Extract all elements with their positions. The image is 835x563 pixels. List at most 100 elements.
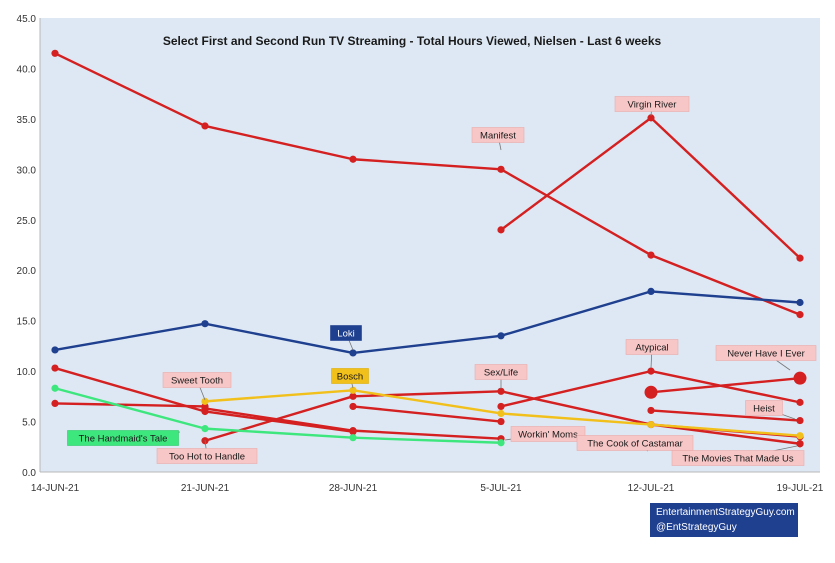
callout-text: The Cook of Castamar: [587, 439, 683, 450]
series-line: [352, 405, 502, 423]
callout-box: [162, 372, 232, 388]
callout-atypical: Atypical: [625, 339, 679, 369]
data-point: [51, 399, 59, 407]
data-point: [796, 432, 804, 440]
series-virgin-river: [497, 114, 804, 262]
data-point: [349, 392, 357, 400]
callout-manifest: Manifest: [471, 127, 525, 151]
data-point: [647, 367, 655, 375]
callout-text: The Movies That Made Us: [682, 454, 793, 465]
callout-box: [474, 364, 528, 380]
data-point: [644, 385, 658, 399]
data-point: [497, 387, 505, 395]
callout-sex-life: Sex/Life: [474, 364, 528, 389]
data-point: [796, 398, 804, 406]
y-tick-label: 10.0: [17, 367, 37, 378]
series-line: [650, 409, 801, 422]
callout-too-hot-to-handle: Too Hot to Handle: [156, 439, 258, 464]
x-axis: 14-JUN-21 21-JUN-21 28-JUN-21 5-JUL-21 12-JU…: [31, 471, 824, 494]
callout-text: Bosch: [337, 372, 363, 383]
data-point: [796, 311, 804, 319]
callout-box: [156, 448, 258, 464]
data-point: [349, 428, 357, 436]
callout-box: [625, 339, 679, 355]
data-point: [647, 251, 655, 259]
y-tick-label: 35.0: [17, 115, 37, 126]
series-manifest: [51, 49, 804, 319]
callout-box: [671, 450, 805, 466]
data-point: [647, 114, 655, 122]
callout-text: Loki: [337, 329, 354, 340]
series-atypical-2-: [497, 367, 804, 411]
data-point: [349, 434, 357, 442]
y-axis: 0.0 5.0 10.0 15.0 20.0 25.0 30.0 35.0 40.0 45.0: [17, 14, 41, 479]
callout-workin-moms: Workin' Moms: [504, 426, 586, 442]
data-point: [497, 409, 505, 418]
y-tick-label: 0.0: [22, 468, 36, 479]
data-point: [647, 287, 655, 296]
callout-virgin-river: Virgin River: [614, 96, 690, 117]
y-tick-label: 40.0: [17, 64, 37, 75]
callout-box: [331, 368, 369, 384]
callout-never-have-i-ever: Never Have I Ever: [715, 345, 817, 371]
data-point: [497, 226, 505, 234]
data-point: [201, 320, 209, 328]
callout-box: [745, 400, 783, 416]
callout-text: Sweet Tooth: [171, 376, 223, 387]
data-point: [796, 254, 804, 262]
series-never-have-i-ever: [644, 371, 807, 399]
callout-sweet-tooth: Sweet Tooth: [162, 372, 232, 401]
label-layer: Manifest Virgin River Loki Bosch Sweet Tooth…: [67, 96, 817, 466]
callout-loki: Loki: [330, 325, 362, 351]
plot-background: [40, 18, 820, 472]
x-tick-label: 5-JUL-21: [480, 483, 522, 494]
data-point: [793, 371, 807, 385]
callout-the-movies-that-made-us: The Movies That Made Us: [671, 445, 805, 466]
callout-box: [576, 435, 694, 451]
x-tick-label: 19-JUL-21: [777, 483, 824, 494]
series-layer: [51, 49, 807, 448]
data-point: [647, 420, 655, 429]
series-bosch: [201, 386, 804, 440]
callout-box: [471, 127, 525, 143]
callout-text: Virgin River: [628, 100, 677, 111]
series-heist: [647, 406, 804, 425]
data-point: [349, 349, 357, 357]
series-the-handmaid-s-tale: [51, 384, 505, 447]
data-point: [51, 346, 59, 354]
callout-the-handmaid-s-tale: The Handmaid's Tale: [67, 430, 181, 446]
x-tick-label: 12-JUL-21: [628, 483, 675, 494]
y-tick-label: 20.0: [17, 266, 37, 277]
y-tick-label: 5.0: [22, 418, 36, 429]
y-tick-label: 45.0: [17, 14, 37, 25]
data-point: [201, 425, 209, 433]
data-point: [497, 402, 505, 411]
series-the-movies-that-made-us: [796, 440, 804, 448]
callout-text: Atypical: [635, 343, 668, 354]
series-too-hot-to-handle: [51, 364, 357, 436]
callout-text: Too Hot to Handle: [169, 452, 245, 463]
y-tick-label: 15.0: [17, 317, 37, 328]
x-tick-label: 14-JUN-21: [31, 483, 80, 494]
data-point: [349, 155, 357, 163]
callout-box: [67, 430, 179, 446]
series-loki: [51, 287, 804, 357]
credit-website: EntertainmentStrategyGuy.com: [656, 507, 795, 518]
callout-text: Never Have I Ever: [727, 349, 805, 360]
callout-text: The Handmaid's Tale: [79, 434, 168, 445]
data-point: [796, 298, 804, 307]
data-point: [497, 439, 505, 447]
series-workin-moms: [51, 399, 209, 411]
x-tick-label: 28-JUN-21: [329, 483, 378, 494]
data-point: [201, 407, 209, 416]
y-tick-label: 30.0: [17, 165, 37, 176]
data-point: [497, 332, 505, 340]
series-line: [54, 290, 801, 355]
series-line: [54, 52, 801, 316]
callout-text: Heist: [753, 404, 775, 415]
credit-handle: @EntStrategyGuy: [656, 522, 737, 533]
series-line: [650, 376, 801, 394]
callout-the-cook-of-castamar: The Cook of Castamar: [576, 435, 694, 452]
credit-box: EntertainmentStrategyGuy.com @EntStrateg…: [650, 503, 798, 537]
